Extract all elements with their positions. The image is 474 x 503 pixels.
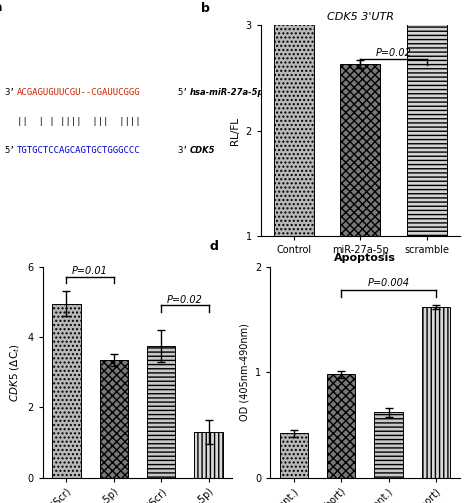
Text: ACGAGUGUUCGU--CGAUUCGGG: ACGAGUGUUCGU--CGAUUCGGG: [17, 88, 140, 97]
Text: d: d: [210, 240, 219, 253]
Title: Apoptosis: Apoptosis: [334, 253, 396, 263]
Bar: [422, 307, 450, 478]
Bar: [374, 412, 403, 478]
Bar: [194, 432, 223, 478]
Text: 3’: 3’: [177, 145, 188, 154]
Bar: [327, 374, 356, 478]
Text: ||  | | ||||  |||  ||||: || | | |||| ||| ||||: [17, 117, 140, 126]
Bar: [340, 64, 380, 236]
Bar: [52, 304, 81, 478]
Bar: [407, 13, 447, 236]
Text: P=0.01: P=0.01: [72, 266, 108, 276]
Text: 5’: 5’: [5, 145, 16, 154]
Text: 3’: 3’: [5, 88, 16, 97]
Y-axis label: $\mathit{CDK5}$ ($\Delta$C$_t$): $\mathit{CDK5}$ ($\Delta$C$_t$): [8, 343, 22, 401]
Text: P=0.02: P=0.02: [375, 48, 411, 58]
Y-axis label: RL/FL: RL/FL: [230, 117, 240, 145]
Bar: [100, 360, 128, 478]
Text: b: b: [201, 3, 210, 16]
Bar: [274, 0, 314, 236]
Text: P=0.02: P=0.02: [167, 294, 203, 304]
Text: 5’: 5’: [177, 88, 188, 97]
Text: TGTGCTCCAGCAGTGCTGGGCCC: TGTGCTCCAGCAGTGCTGGGCCC: [17, 145, 140, 154]
Text: P=0.004: P=0.004: [368, 278, 410, 288]
Bar: [280, 434, 308, 478]
Y-axis label: OD (405nm-490nm): OD (405nm-490nm): [239, 323, 249, 421]
Text: a: a: [0, 1, 2, 14]
Bar: [147, 346, 175, 478]
Text: hsa-miR-27a-5p: hsa-miR-27a-5p: [190, 88, 264, 97]
Title: CDK5 3'UTR: CDK5 3'UTR: [327, 12, 394, 22]
Text: CDK5: CDK5: [190, 145, 216, 154]
